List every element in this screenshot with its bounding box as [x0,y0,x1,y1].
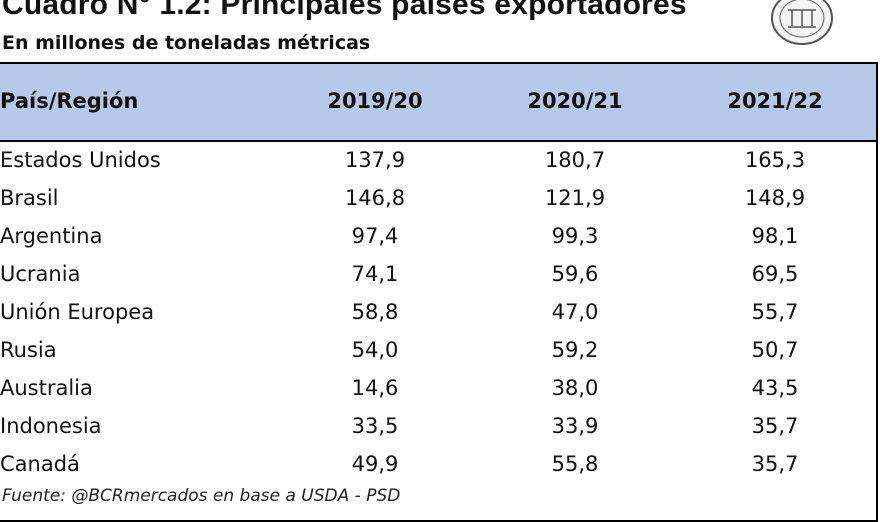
table-row: Ucrania 74,1 59,6 69,5 [0,256,876,294]
value-cell: 50,7 [751,338,799,362]
table-row: Australia 14,6 38,0 43,5 [0,370,876,408]
value-cell: 74,1 [351,262,399,286]
table-header: País/Región 2019/20 2020/21 2021/22 [0,64,876,142]
country-cell: Estados Unidos [0,148,161,172]
country-cell: Brasil [0,186,59,210]
value-cell: 59,6 [551,262,599,286]
value-cell: 58,8 [351,300,399,324]
value-cell: 137,9 [344,148,406,172]
value-cell: 98,1 [751,224,799,248]
value-cell: 165,3 [744,148,806,172]
value-cell: 14,6 [351,376,399,400]
value-cell: 35,7 [751,414,799,438]
table-row: Argentina 97,4 99,3 98,1 [0,218,876,256]
header-2019-20: 2019/20 [327,89,423,113]
country-cell: Ucrania [0,262,81,286]
value-cell: 148,9 [744,186,806,210]
value-cell: 69,5 [751,262,799,286]
table-row: Unión Europea 58,8 47,0 55,7 [0,294,876,332]
country-cell: Australia [0,376,93,400]
value-cell: 59,2 [551,338,599,362]
value-cell: 146,8 [344,186,406,210]
value-cell: 54,0 [351,338,399,362]
value-cell: 55,8 [551,452,599,476]
table-row: Indonesia 33,5 33,9 35,7 [0,408,876,446]
header-2021-22: 2021/22 [727,89,823,113]
table-row: Canadá 49,9 55,8 35,7 [0,446,876,484]
country-cell: Canadá [0,452,80,476]
page-title: Cuadro N° 1.2: Principales países export… [2,0,687,21]
country-cell: Argentina [0,224,103,248]
table-row: Brasil 146,8 121,9 148,9 [0,180,876,218]
country-cell: Unión Europea [0,300,155,324]
value-cell: 38,0 [551,376,599,400]
value-cell: 99,3 [551,224,599,248]
header-country: País/Región [0,89,139,113]
value-cell: 33,9 [551,414,599,438]
source-note: Fuente: @BCRmercados en base a USDA - PS… [2,486,401,506]
country-cell: Rusia [0,338,57,362]
value-cell: 47,0 [551,300,599,324]
page-subtitle: En millones de toneladas métricas [2,32,371,54]
value-cell: 43,5 [751,376,799,400]
value-cell: 33,5 [351,414,399,438]
value-cell: 55,7 [751,300,799,324]
bcr-seal-icon [771,0,833,45]
value-cell: 180,7 [544,148,606,172]
value-cell: 49,9 [351,452,399,476]
country-cell: Indonesia [0,414,102,438]
table-row: Rusia 54,0 59,2 50,7 [0,332,876,370]
value-cell: 121,9 [544,186,606,210]
table-row: Estados Unidos 137,9 180,7 165,3 [0,142,876,180]
value-cell: 35,7 [751,452,799,476]
value-cell: 97,4 [351,224,399,248]
header-2020-21: 2020/21 [527,89,623,113]
